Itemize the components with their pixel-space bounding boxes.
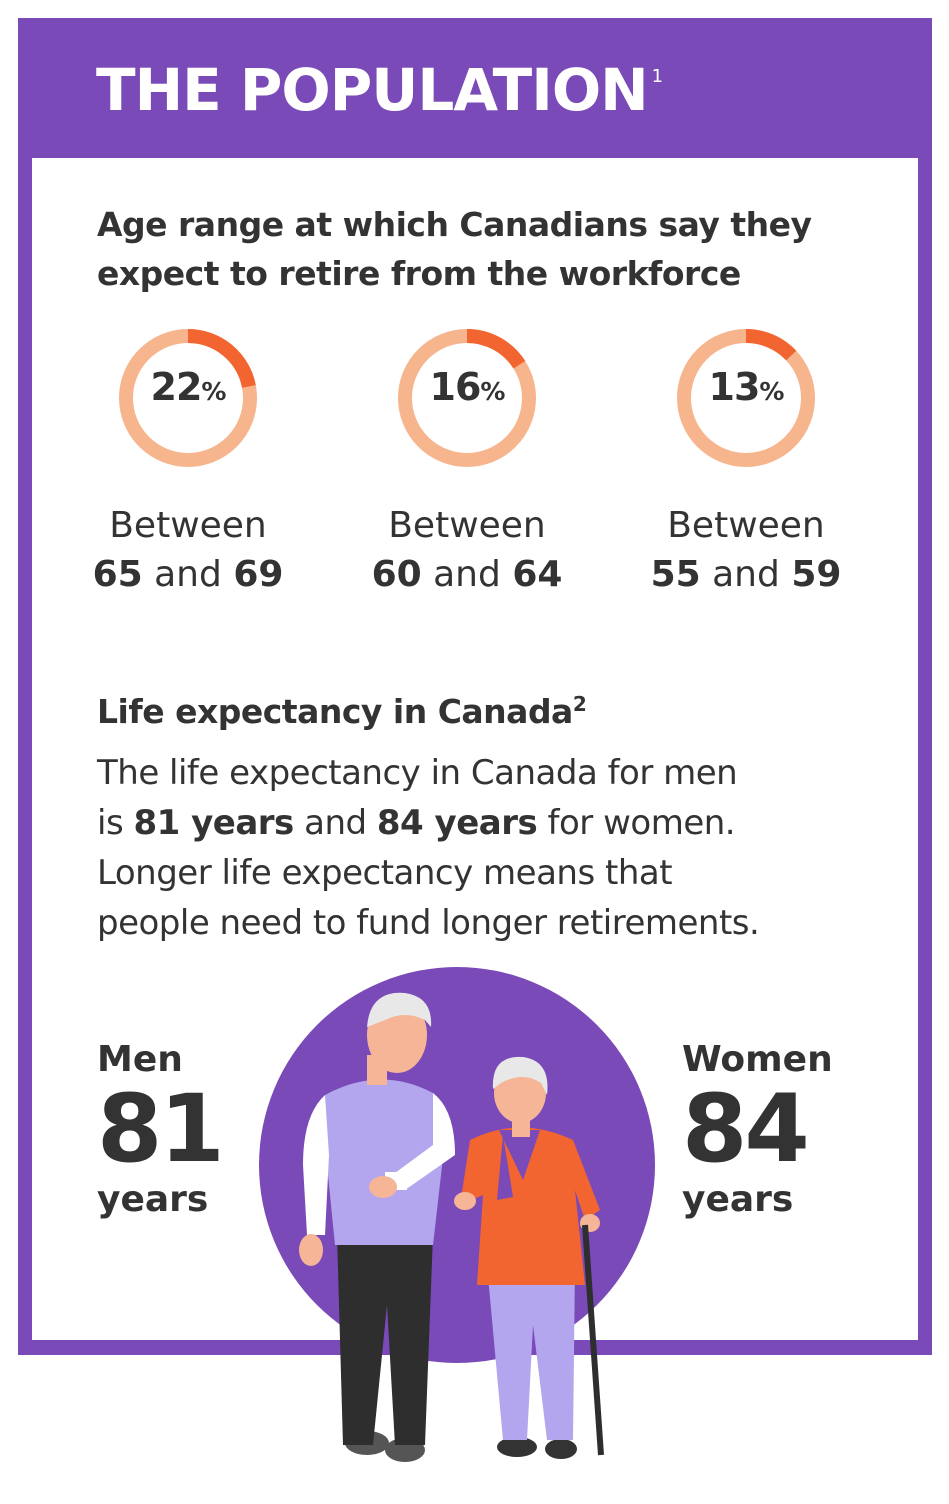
retire-stat-55-59: 13% Between 55 and 59 xyxy=(621,323,871,599)
men-life-expectancy: Men 81 years xyxy=(97,1039,225,1220)
donut-ring xyxy=(398,329,536,467)
life-footnote: 2 xyxy=(572,692,587,716)
women-label: Women xyxy=(682,1039,833,1080)
donut-ring xyxy=(119,329,257,467)
retire-heading-line-1: Age range at which Canadians say they xyxy=(97,205,812,244)
retire-stat-65-69: 22% Between 65 and 69 xyxy=(63,323,313,599)
man-figure xyxy=(299,992,455,1462)
donut-arc xyxy=(119,329,257,467)
donut-arc xyxy=(398,329,536,467)
donut-arc xyxy=(677,329,815,467)
life-heading: Life expectancy in Canada2 xyxy=(97,692,587,731)
women-value: 84 xyxy=(682,1075,810,1184)
age-range: Between 60 and 64 xyxy=(371,505,563,595)
age-range: Between 65 and 69 xyxy=(92,505,284,595)
retire-heading-line-2: expect to retire from the workforce xyxy=(97,254,741,293)
donut-ring xyxy=(677,329,815,467)
percent-label: 16% xyxy=(429,365,506,409)
men-unit: years xyxy=(97,1179,209,1220)
elderly-couple-illustration xyxy=(259,967,655,1462)
percent-label: 13% xyxy=(708,365,785,409)
percent-label: 22% xyxy=(150,365,227,409)
woman-figure xyxy=(454,1056,604,1459)
life-paragraph: The life expectancy in Canada for men is… xyxy=(97,753,760,943)
retire-stat-60-64: 16% Between 60 and 64 xyxy=(342,323,592,599)
men-label: Men xyxy=(97,1039,183,1080)
retire-heading: Age range at which Canadians say they ex… xyxy=(97,200,812,298)
age-range: Between 55 and 59 xyxy=(650,505,842,595)
women-life-expectancy: Women 84 years xyxy=(682,1040,833,1220)
women-unit: years xyxy=(682,1179,794,1220)
men-value: 81 xyxy=(97,1075,225,1184)
title-footnote: 1 xyxy=(651,66,663,87)
page-title: THE POPULATION 1 xyxy=(96,56,663,124)
